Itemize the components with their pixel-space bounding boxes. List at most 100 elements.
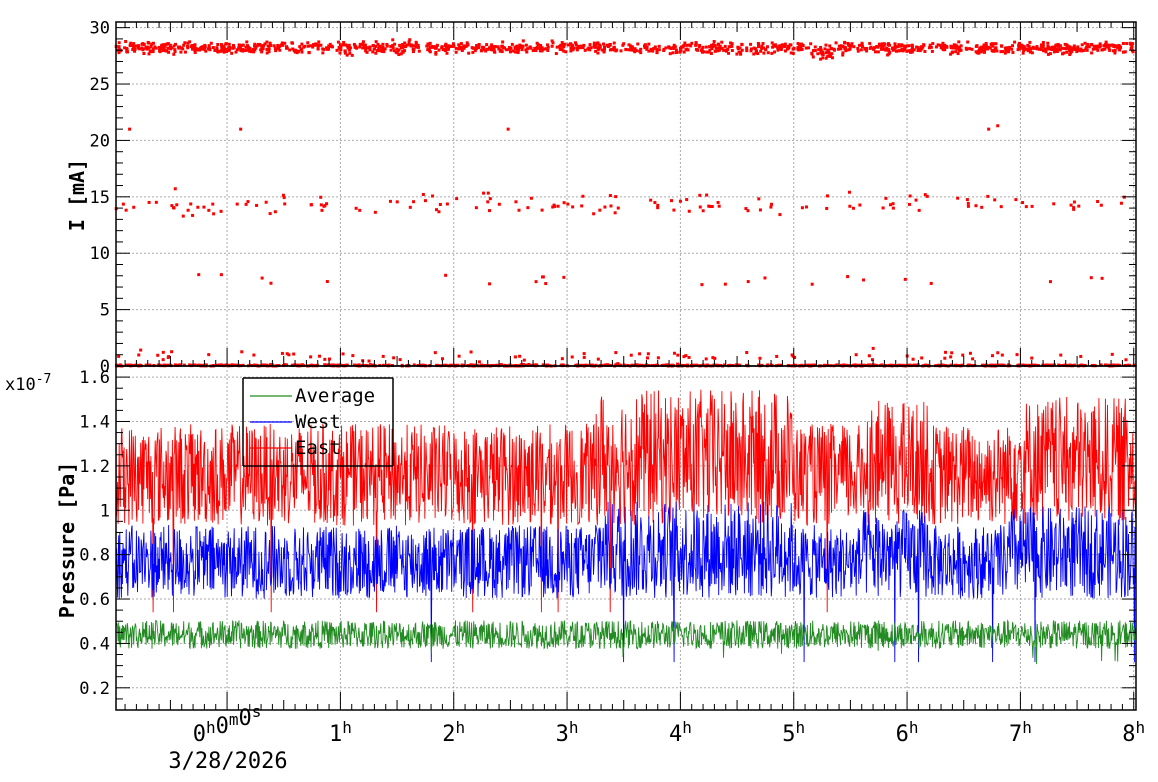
current-marker <box>454 50 458 54</box>
current-marker <box>215 46 219 50</box>
current-marker <box>860 41 864 45</box>
current-marker <box>409 44 413 48</box>
current-marker <box>416 45 420 49</box>
current-marker <box>374 40 378 44</box>
current-marker <box>1058 44 1062 48</box>
current-marker <box>687 355 691 359</box>
current-marker <box>575 46 579 50</box>
current-marker <box>776 46 780 50</box>
current-marker <box>412 363 416 367</box>
current-marker <box>1001 363 1005 367</box>
current-marker <box>241 49 245 53</box>
current-marker <box>1094 44 1098 48</box>
current-marker <box>1010 47 1014 51</box>
current-marker <box>454 46 458 50</box>
current-marker <box>832 47 836 51</box>
current-marker <box>193 363 197 367</box>
current-marker <box>191 47 195 51</box>
current-marker <box>608 194 612 198</box>
current-marker <box>624 47 628 51</box>
current-marker <box>521 39 525 43</box>
current-marker <box>117 354 121 358</box>
current-marker <box>991 354 995 358</box>
current-marker <box>566 43 570 47</box>
current-marker <box>627 43 631 47</box>
current-marker <box>596 51 600 55</box>
current-marker <box>353 44 357 48</box>
current-marker <box>371 363 375 367</box>
current-marker <box>828 44 832 48</box>
current-marker <box>491 48 495 52</box>
current-marker <box>345 363 349 367</box>
current-marker <box>376 42 380 46</box>
legend-label-west: West <box>295 411 341 433</box>
current-marker <box>975 44 979 48</box>
current-marker <box>209 41 213 45</box>
current-marker <box>136 46 140 50</box>
current-marker <box>134 44 138 48</box>
current-marker <box>443 44 447 48</box>
current-marker <box>944 350 948 354</box>
current-marker <box>704 357 708 361</box>
pressure-y-tick-label: 1 <box>100 501 110 521</box>
current-marker <box>799 44 803 48</box>
current-marker <box>365 50 369 54</box>
current-marker <box>757 363 761 367</box>
current-marker <box>244 45 248 49</box>
current-marker <box>373 210 377 214</box>
current-marker <box>339 48 343 52</box>
current-marker <box>125 47 129 51</box>
current-marker <box>1113 45 1117 49</box>
current-marker <box>471 46 475 50</box>
current-marker <box>1068 45 1072 49</box>
current-marker <box>385 44 389 48</box>
current-marker <box>1072 44 1076 48</box>
current-marker <box>161 358 165 362</box>
current-marker <box>431 45 435 49</box>
current-marker <box>486 191 490 195</box>
current-marker <box>698 205 702 209</box>
current-marker <box>711 356 715 360</box>
current-marker <box>306 44 310 48</box>
current-y-tick-label: 15 <box>90 188 110 208</box>
current-marker <box>752 52 756 56</box>
current-marker <box>668 52 672 56</box>
current-marker <box>829 55 833 59</box>
current-marker <box>485 43 489 47</box>
current-marker <box>920 356 924 360</box>
current-marker <box>749 42 753 46</box>
current-marker <box>792 46 796 50</box>
current-marker <box>1072 200 1076 204</box>
current-marker <box>606 44 610 48</box>
current-marker <box>254 46 258 50</box>
current-marker <box>274 49 278 53</box>
current-marker <box>613 211 617 215</box>
current-marker <box>999 205 1003 209</box>
current-marker <box>1113 51 1117 55</box>
current-marker <box>513 50 517 54</box>
current-marker <box>804 205 808 209</box>
current-marker <box>542 47 546 51</box>
current-marker <box>383 47 387 51</box>
current-marker <box>382 50 386 54</box>
current-marker <box>863 47 867 51</box>
current-marker <box>191 213 195 217</box>
current-marker <box>1076 48 1080 52</box>
current-marker <box>825 194 829 198</box>
current-marker <box>197 273 201 277</box>
current-marker <box>355 46 359 50</box>
current-marker <box>211 46 215 50</box>
current-marker <box>778 46 782 50</box>
current-marker <box>183 41 187 45</box>
current-marker <box>1085 45 1089 49</box>
current-marker <box>450 44 454 48</box>
current-marker <box>1087 45 1091 49</box>
current-marker <box>170 204 174 208</box>
current-marker <box>474 206 478 210</box>
current-marker <box>880 363 884 367</box>
current-marker <box>839 44 843 48</box>
current-marker <box>465 41 469 45</box>
current-marker <box>440 357 444 361</box>
current-marker <box>893 46 897 50</box>
current-marker <box>267 50 271 54</box>
